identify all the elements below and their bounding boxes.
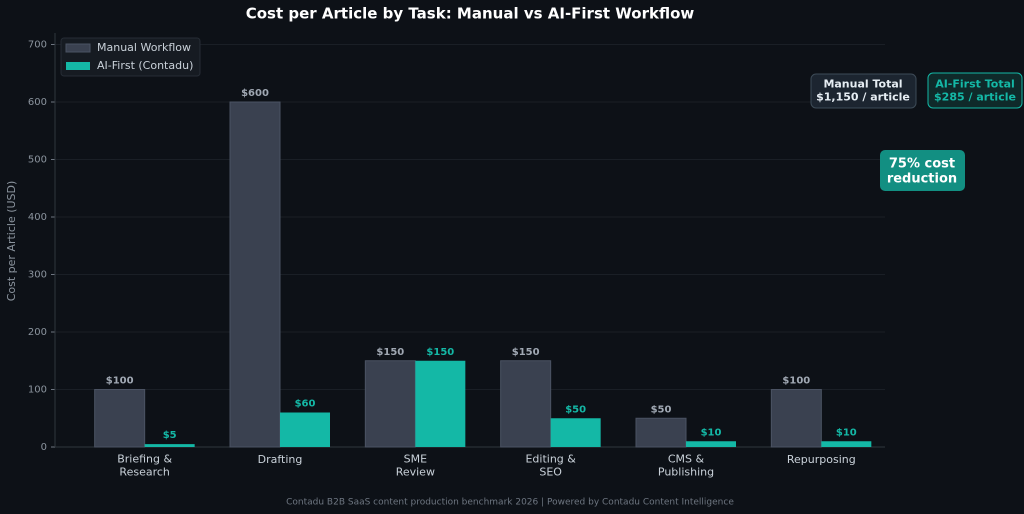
x-tick-label: Briefing & Research bbox=[117, 453, 172, 479]
y-tick-label: 600 bbox=[28, 97, 47, 108]
bar bbox=[550, 418, 601, 447]
y-tick-label: 700 bbox=[28, 40, 47, 51]
bar bbox=[635, 417, 687, 448]
y-axis-label: Cost per Article (USD) bbox=[5, 181, 18, 302]
bar bbox=[415, 360, 466, 447]
y-tick-label: 500 bbox=[28, 155, 47, 166]
annotation: 75% cost reduction bbox=[887, 156, 957, 186]
legend: Manual Workflow AI-First (Contadu) bbox=[60, 37, 201, 77]
y-tick-label: 400 bbox=[28, 212, 47, 223]
annotation: AI-First Total $285 / article bbox=[934, 78, 1016, 104]
x-tick-label: CMS & Publishing bbox=[658, 453, 714, 479]
value-label: $150 bbox=[512, 347, 540, 358]
x-tick-label: Repurposing bbox=[787, 453, 856, 466]
value-label: $5 bbox=[163, 430, 177, 441]
legend-swatch bbox=[66, 62, 90, 70]
value-label: $50 bbox=[565, 404, 586, 415]
y-tick-label: 300 bbox=[28, 270, 47, 281]
y-tick-label: 0 bbox=[41, 442, 47, 453]
annotation-box bbox=[880, 150, 965, 191]
bar bbox=[500, 360, 552, 448]
x-tick-label: Editing & SEO bbox=[525, 453, 576, 479]
bar bbox=[686, 441, 736, 447]
value-label: $150 bbox=[426, 347, 454, 358]
y-tick-label: 100 bbox=[28, 385, 47, 396]
value-label: $100 bbox=[782, 376, 810, 387]
bar bbox=[280, 412, 330, 447]
value-label: $10 bbox=[701, 427, 722, 438]
footer: Contadu B2B SaaS content production benc… bbox=[286, 498, 734, 508]
value-label: $60 bbox=[295, 399, 316, 410]
chart-title: Cost per Article by Task: Manual vs AI-F… bbox=[246, 5, 695, 23]
bar bbox=[144, 444, 195, 447]
bar bbox=[821, 441, 872, 447]
y-tick-label: 200 bbox=[28, 327, 47, 338]
value-label: $100 bbox=[106, 376, 134, 387]
value-label: $150 bbox=[376, 347, 404, 358]
value-label: $600 bbox=[241, 88, 269, 99]
annotation-box bbox=[810, 73, 917, 109]
x-tick-label: SME Review bbox=[396, 453, 435, 479]
annotation: Manual Total $1,150 / article bbox=[816, 78, 910, 104]
annotations: Manual Total $1,150 / article AI-First To… bbox=[810, 72, 1023, 191]
bar bbox=[770, 389, 822, 448]
legend-swatch bbox=[65, 43, 91, 53]
value-label: $10 bbox=[836, 427, 857, 438]
annotation-box bbox=[927, 72, 1023, 109]
x-tick-label: Drafting bbox=[258, 453, 303, 466]
value-label: $50 bbox=[651, 404, 672, 415]
legend-box bbox=[60, 37, 201, 77]
legend-label: Manual Workflow bbox=[97, 41, 191, 54]
bar bbox=[94, 389, 146, 448]
bar bbox=[229, 101, 281, 448]
bar bbox=[364, 360, 416, 448]
legend-label: AI-First (Contadu) bbox=[97, 59, 193, 72]
